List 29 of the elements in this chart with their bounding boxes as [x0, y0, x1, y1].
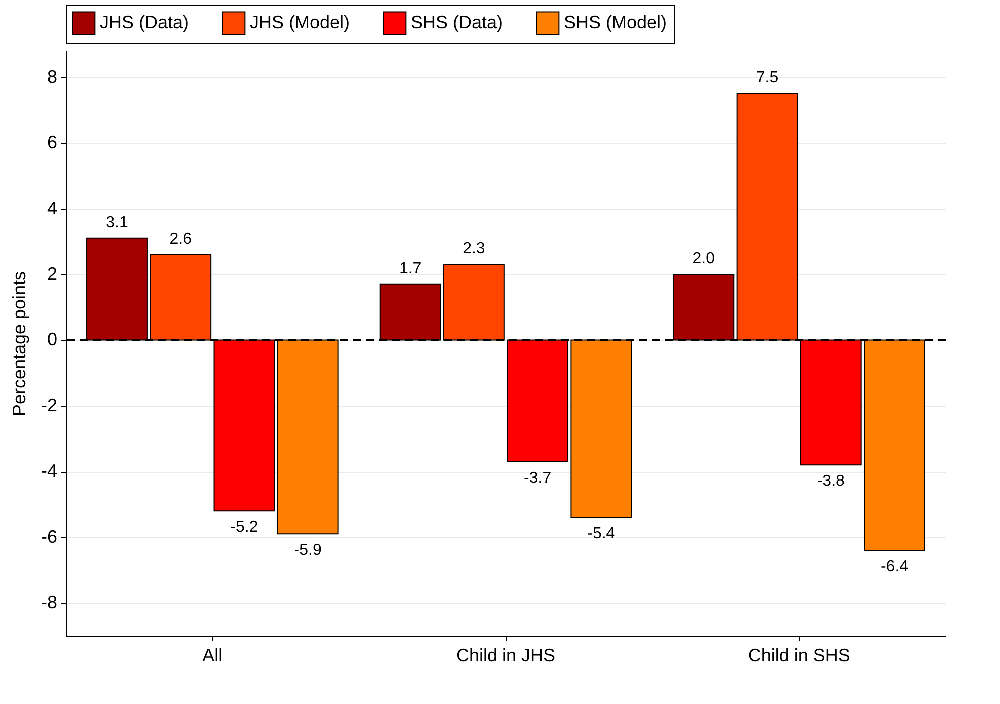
legend-label: SHS (Data)	[411, 12, 504, 32]
x-tick-label: All	[202, 646, 223, 666]
data-label: -3.8	[817, 473, 846, 490]
y-tick-label: 0	[47, 330, 58, 350]
data-label: 2.6	[170, 230, 192, 248]
legend-label: JHS (Model)	[250, 12, 350, 32]
data-label: 7.5	[756, 70, 779, 87]
data-label: 2.3	[463, 240, 486, 258]
y-tick-label: -2	[41, 395, 58, 416]
data-label: 1.7	[399, 260, 422, 278]
y-tick-label: 4	[47, 198, 58, 218]
data-label: 2.0	[692, 250, 716, 268]
y-tick-label: 2	[47, 264, 58, 284]
legend-label: JHS (Data)	[100, 12, 190, 32]
data-label: -3.7	[524, 470, 552, 487]
y-tick-label: 8	[47, 66, 58, 87]
x-tick-label: Child in SHS	[748, 646, 850, 666]
y-tick-label: 6	[47, 132, 58, 153]
x-tick-label: Child in JHS	[456, 646, 556, 666]
data-label: 3.1	[106, 214, 128, 232]
data-label: -5.2	[230, 519, 258, 536]
data-label: -5.4	[588, 526, 616, 543]
y-tick-label: -6	[41, 526, 58, 547]
y-tick-label: -8	[41, 592, 58, 613]
data-label: -6.4	[880, 558, 909, 576]
y-axis-title: Percentage points	[9, 271, 30, 417]
y-tick-label: -4	[41, 461, 58, 482]
data-label: -5.9	[294, 542, 322, 560]
legend-label: SHS (Model)	[564, 12, 668, 32]
